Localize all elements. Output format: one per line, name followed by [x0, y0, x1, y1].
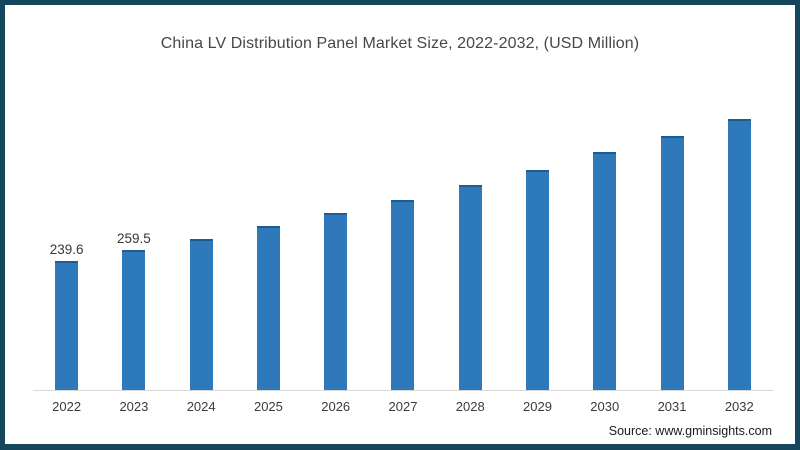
bar: [324, 213, 348, 390]
bar: [55, 261, 79, 390]
x-axis-tick-label: 2022: [52, 399, 82, 414]
bar: [256, 226, 280, 390]
bar-group: [571, 132, 638, 390]
x-axis-tick-label: 2027: [388, 399, 418, 414]
bar: [525, 170, 549, 390]
x-axis-line: [33, 390, 773, 391]
bar-group: [369, 180, 436, 390]
bar-group: [638, 116, 705, 390]
bar-group: 239.6: [33, 241, 100, 390]
x-axis-labels: 2022 2023 2024 2025 2026 2027 2028 2029 2030 2031…: [33, 399, 773, 414]
x-axis-tick-label: 2028: [455, 399, 485, 414]
x-axis-tick-label: 2030: [590, 399, 620, 414]
bar-group: [302, 193, 369, 390]
x-axis-tick-label: 2024: [186, 399, 216, 414]
bar-group: [168, 219, 235, 390]
bar-value-label: 259.5: [117, 231, 151, 246]
bar-group: 259.5: [100, 230, 167, 390]
bar: [727, 119, 751, 390]
x-axis-tick-label: 2025: [253, 399, 283, 414]
chart-title: China LV Distribution Panel Market Size,…: [160, 35, 640, 52]
bar-group: [437, 165, 504, 390]
bar-group: [706, 99, 773, 390]
bar-value-label: 239.6: [49, 242, 84, 257]
bar: [122, 250, 146, 390]
bar: [593, 152, 617, 390]
source-attribution: Source: www.gminsights.com: [608, 424, 772, 438]
plot-area: 239.6 259.5: [33, 70, 773, 390]
x-axis-tick-label: 2026: [321, 399, 351, 414]
x-axis-tick-label: 2029: [523, 399, 552, 414]
x-axis-tick-label: 2023: [119, 399, 149, 414]
bar: [391, 200, 415, 390]
x-axis-tick-label: 2031: [657, 399, 687, 414]
bar: [458, 185, 482, 390]
bar: [189, 239, 213, 390]
bar-group: [235, 206, 302, 390]
x-axis-tick-label: 2032: [724, 399, 754, 414]
bar-group: [504, 150, 571, 390]
bar: [660, 136, 684, 390]
